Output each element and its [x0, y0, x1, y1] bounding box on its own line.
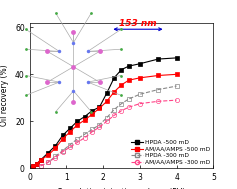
HPDA -300 mD: [91, 128, 93, 131]
AM/AA/AMPS -500 mD: [120, 84, 123, 86]
HPDA -500 mD: [128, 65, 130, 67]
HPDA -500 mD: [54, 145, 57, 147]
HPDA -300 mD: [69, 144, 72, 146]
AM/AA/AMPS -500 mD: [157, 74, 160, 77]
AM/AA/AMPS -300 mD: [61, 151, 64, 153]
HPDA -300 mD: [128, 98, 130, 100]
Legend: HPDA -500 mD, AM/AA/AMPS -500 mD, HPDA -300 mD, AM/AA/AMPS -300 mD: HPDA -500 mD, AM/AA/AMPS -500 mD, HPDA -…: [131, 139, 210, 165]
AM/AA/AMPS -300 mD: [69, 146, 72, 148]
HPDA -500 mD: [83, 115, 86, 118]
AM/AA/AMPS -300 mD: [39, 165, 42, 167]
HPDA -500 mD: [120, 68, 123, 71]
AM/AA/AMPS -500 mD: [83, 119, 86, 121]
HPDA -500 mD: [138, 63, 141, 65]
AM/AA/AMPS -500 mD: [128, 79, 130, 81]
HPDA -300 mD: [61, 149, 64, 152]
HPDA -500 mD: [98, 106, 101, 108]
AM/AA/AMPS -500 mD: [76, 124, 79, 126]
Line: HPDA -300 mD: HPDA -300 mD: [39, 84, 179, 168]
AM/AA/AMPS -500 mD: [69, 131, 72, 133]
Line: HPDA -500 mD: HPDA -500 mD: [31, 56, 179, 168]
AM/AA/AMPS -300 mD: [138, 102, 141, 105]
HPDA -500 mD: [46, 152, 50, 154]
HPDA -300 mD: [76, 138, 79, 140]
AM/AA/AMPS -500 mD: [98, 107, 101, 109]
AM/AA/AMPS -300 mD: [105, 120, 108, 122]
HPDA -300 mD: [46, 161, 50, 163]
HPDA -500 mD: [105, 92, 108, 94]
Line: AM/AA/AMPS -300 mD: AM/AA/AMPS -300 mD: [39, 98, 179, 168]
HPDA -300 mD: [120, 102, 123, 105]
Line: AM/AA/AMPS -500 mD: AM/AA/AMPS -500 mD: [31, 72, 179, 168]
Text: 153 nm: 153 nm: [119, 19, 157, 28]
HPDA -500 mD: [36, 162, 38, 165]
AM/AA/AMPS -500 mD: [36, 162, 38, 165]
HPDA -500 mD: [91, 110, 93, 112]
AM/AA/AMPS -300 mD: [76, 141, 79, 143]
AM/AA/AMPS -500 mD: [39, 159, 42, 161]
AM/AA/AMPS -300 mD: [46, 161, 50, 163]
HPDA -300 mD: [175, 85, 178, 87]
AM/AA/AMPS -500 mD: [175, 73, 178, 75]
AM/AA/AMPS -300 mD: [98, 126, 101, 128]
AM/AA/AMPS -500 mD: [138, 77, 141, 79]
X-axis label: Cumulative injection volume (PV): Cumulative injection volume (PV): [57, 188, 186, 189]
HPDA -300 mD: [39, 165, 42, 167]
AM/AA/AMPS -300 mD: [83, 137, 86, 139]
HPDA -500 mD: [113, 77, 116, 79]
Y-axis label: Oil recovery (%): Oil recovery (%): [0, 65, 9, 126]
AM/AA/AMPS -300 mD: [175, 99, 178, 101]
HPDA -300 mD: [113, 108, 116, 111]
HPDA -300 mD: [54, 155, 57, 158]
AM/AA/AMPS -500 mD: [54, 147, 57, 149]
AM/AA/AMPS -300 mD: [54, 156, 57, 159]
AM/AA/AMPS -500 mD: [61, 138, 64, 140]
AM/AA/AMPS -300 mD: [113, 114, 116, 117]
AM/AA/AMPS -300 mD: [91, 131, 93, 133]
HPDA -500 mD: [157, 58, 160, 60]
HPDA -500 mD: [32, 165, 35, 167]
AM/AA/AMPS -500 mD: [113, 91, 116, 93]
HPDA -300 mD: [98, 124, 101, 126]
AM/AA/AMPS -300 mD: [157, 100, 160, 102]
AM/AA/AMPS -500 mD: [91, 113, 93, 115]
HPDA -500 mD: [61, 134, 64, 136]
HPDA -300 mD: [105, 117, 108, 119]
AM/AA/AMPS -300 mD: [120, 110, 123, 112]
HPDA -500 mD: [175, 57, 178, 59]
AM/AA/AMPS -300 mD: [128, 106, 130, 108]
HPDA -300 mD: [138, 93, 141, 95]
AM/AA/AMPS -500 mD: [105, 100, 108, 102]
HPDA -300 mD: [83, 133, 86, 135]
AM/AA/AMPS -500 mD: [46, 154, 50, 156]
HPDA -500 mD: [39, 159, 42, 161]
HPDA -500 mD: [69, 127, 72, 129]
AM/AA/AMPS -500 mD: [32, 165, 35, 167]
HPDA -500 mD: [76, 120, 79, 122]
HPDA -300 mD: [157, 88, 160, 91]
